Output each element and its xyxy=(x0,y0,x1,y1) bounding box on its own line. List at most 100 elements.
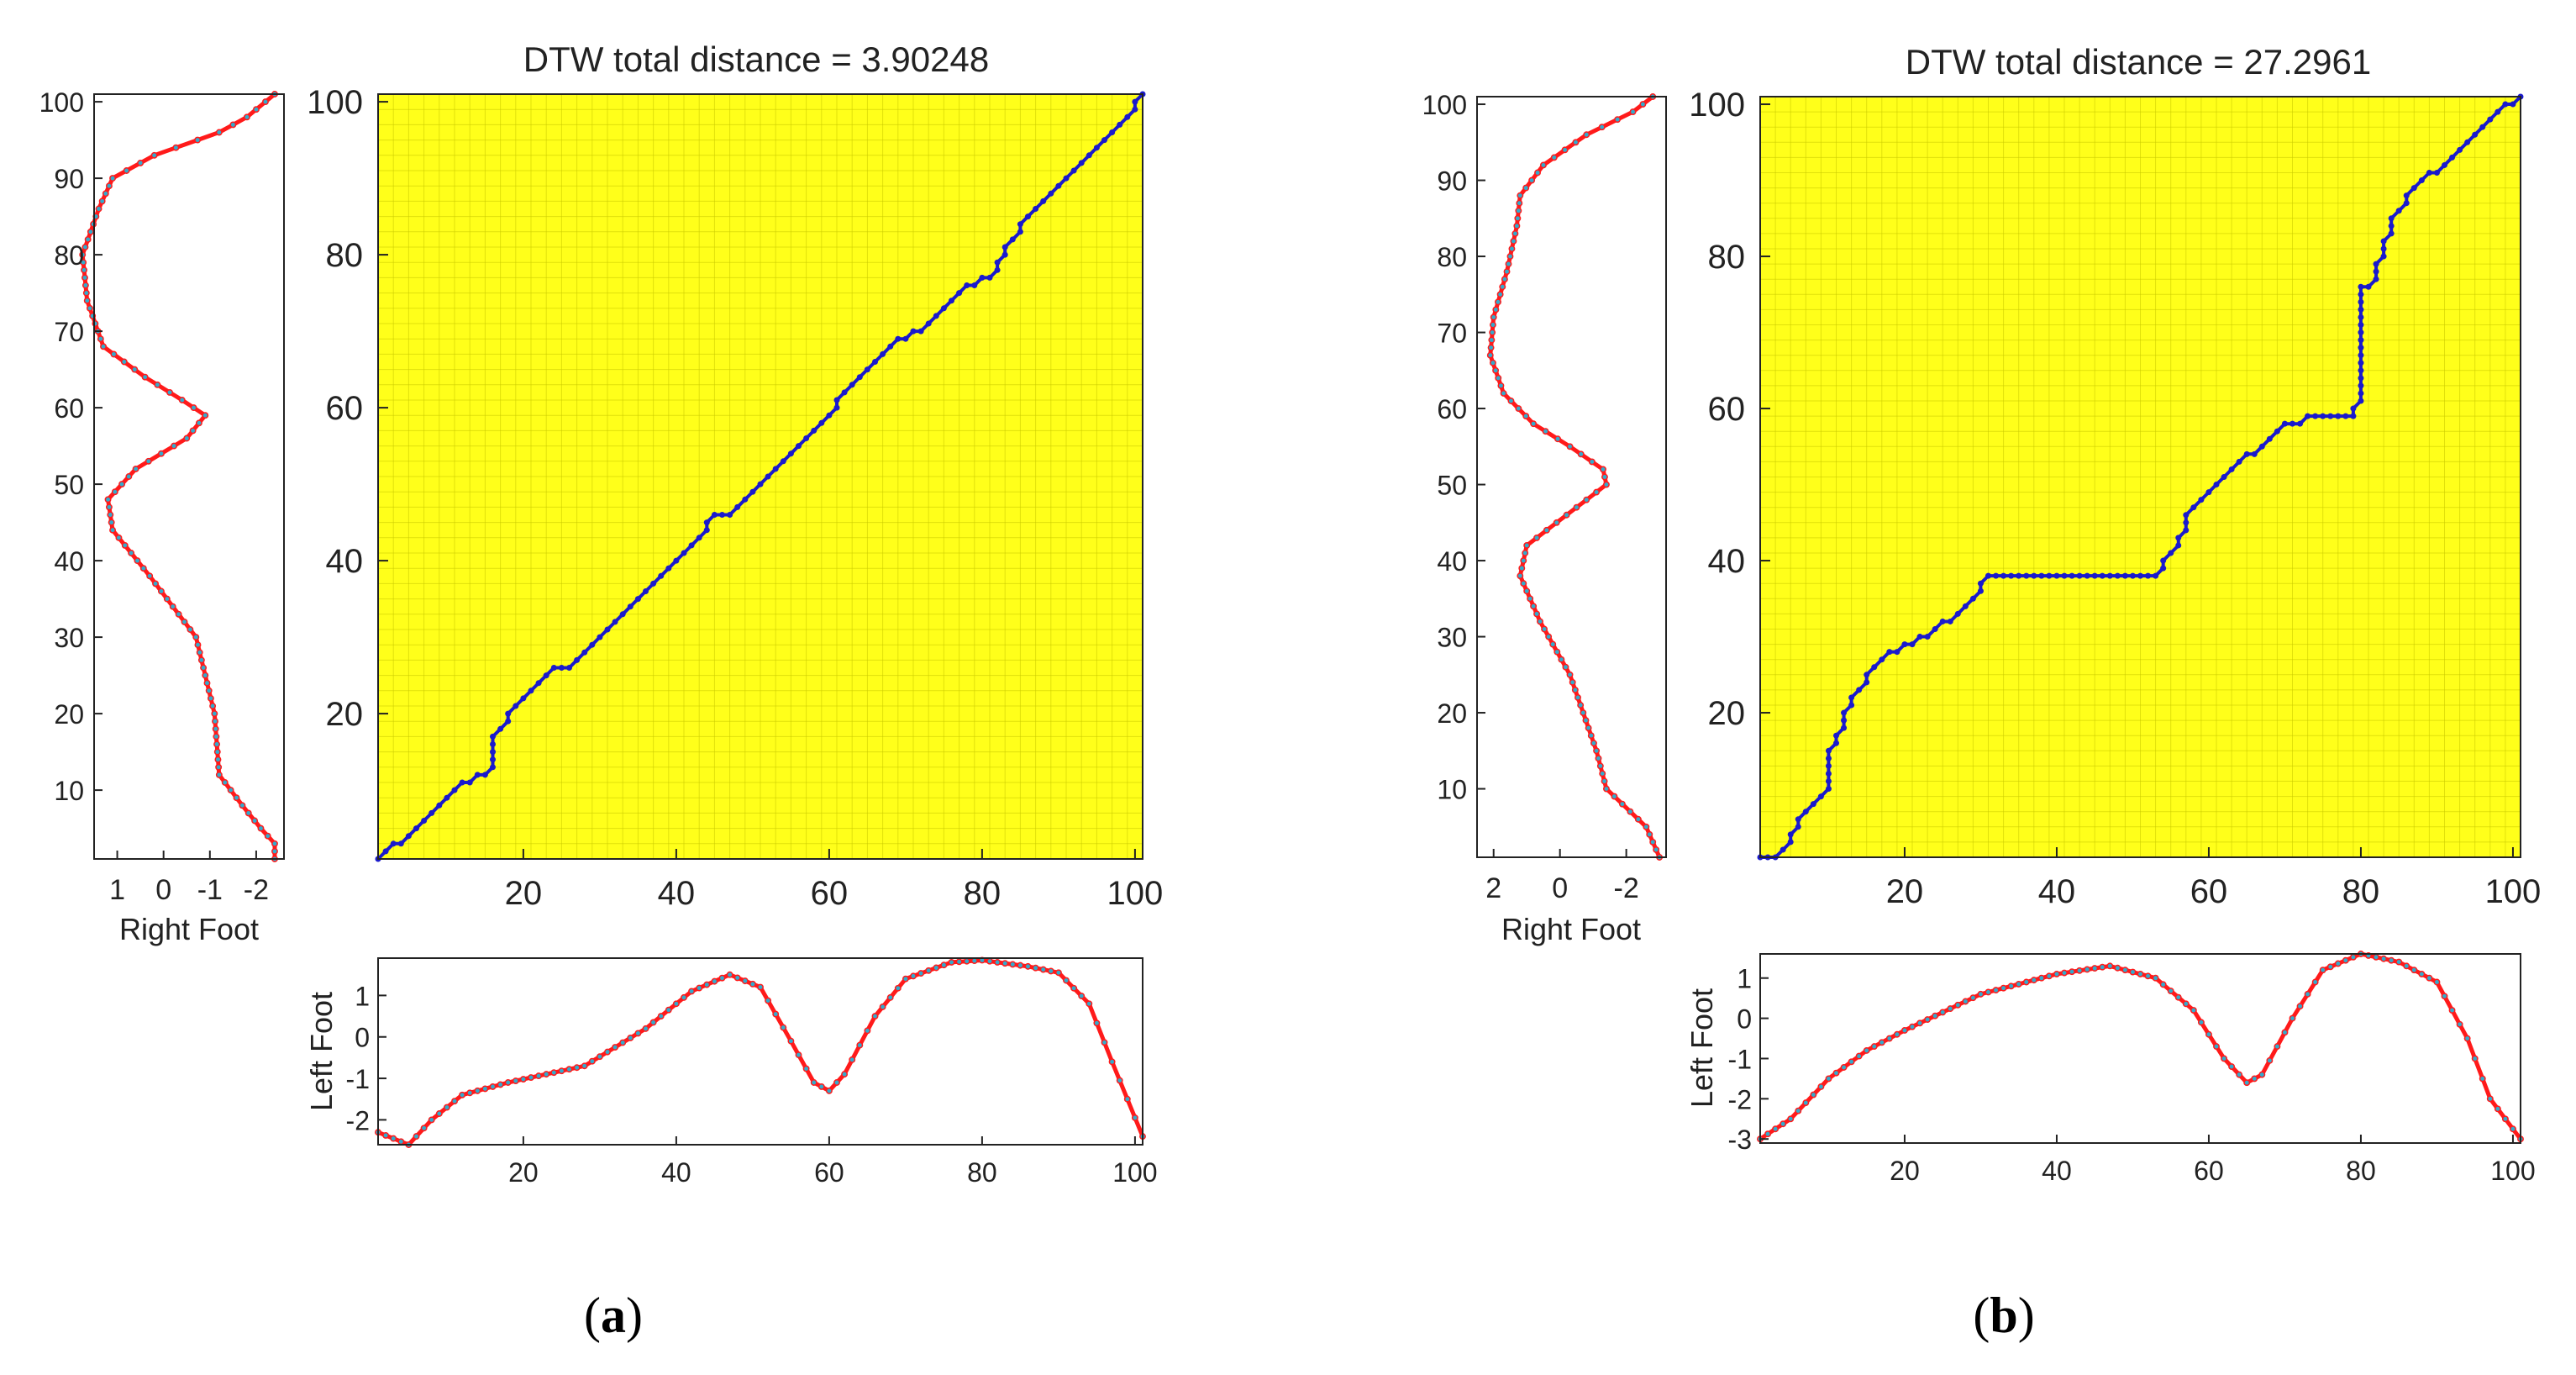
right-foot-point xyxy=(1530,420,1538,428)
warp-path-point xyxy=(421,818,428,824)
warp-path-point xyxy=(2335,413,2342,419)
y-tick-label: 40 xyxy=(1437,546,1467,577)
warp-path-point xyxy=(2373,276,2379,282)
right-foot-point xyxy=(86,304,93,312)
warp-path-point xyxy=(2495,108,2501,115)
left-foot-point xyxy=(1070,984,1078,992)
warp-path-point xyxy=(2243,450,2250,457)
warp-path-point xyxy=(2190,504,2197,511)
right-foot-point xyxy=(209,703,217,709)
right-foot-point xyxy=(104,496,112,503)
warp-path-point xyxy=(849,382,855,388)
warp-path-point xyxy=(2000,572,2007,579)
right-foot-point xyxy=(233,794,240,802)
left-foot-point xyxy=(2486,1095,2494,1103)
warp-path-point xyxy=(910,328,917,335)
right-foot-point xyxy=(1499,283,1506,291)
x-tick-label: 80 xyxy=(967,1157,997,1188)
left-foot-point xyxy=(1825,1075,1832,1083)
warp-path-point xyxy=(574,656,581,663)
left-foot-point xyxy=(1116,1077,1123,1084)
left-foot-point xyxy=(1032,964,1039,972)
right-foot-point xyxy=(1580,709,1587,716)
warp-path-point xyxy=(2457,146,2463,153)
right-foot-point xyxy=(1511,229,1519,237)
y-tick-label: 80 xyxy=(1437,242,1467,272)
right-foot-frame-b xyxy=(1476,96,1667,858)
warp-path-point xyxy=(2046,572,2053,579)
left-foot-point xyxy=(489,1083,497,1090)
right-foot-point xyxy=(1575,694,1581,701)
warp-path-point xyxy=(1962,603,1969,609)
warp-path-point xyxy=(1993,572,2000,579)
warp-path-point xyxy=(658,572,665,579)
right-foot-point xyxy=(1507,398,1515,404)
warp-path-point xyxy=(964,282,970,288)
warp-path-point xyxy=(864,366,870,373)
right-foot-point xyxy=(1506,253,1514,260)
y-tick-label: 50 xyxy=(54,470,84,500)
warp-path-point xyxy=(1879,656,1885,663)
left-foot-point xyxy=(2418,970,2426,977)
warp-path-point xyxy=(1795,816,1801,823)
right-foot-point xyxy=(257,824,265,832)
warp-path-point xyxy=(2358,390,2364,397)
warp-path-point xyxy=(481,772,488,778)
right-foot-point xyxy=(1528,176,1536,184)
left-foot-point xyxy=(596,1053,603,1061)
right-foot-point xyxy=(213,740,221,748)
right-foot-point xyxy=(105,503,113,511)
right-foot-point xyxy=(192,634,200,641)
warp-path-point xyxy=(2183,512,2190,519)
left-foot-point xyxy=(2167,988,2174,994)
warp-path-point xyxy=(1795,824,1801,830)
left-foot-point xyxy=(2114,964,2121,972)
right-foot-point xyxy=(1518,565,1526,572)
left-foot-point xyxy=(1063,977,1070,984)
warp-path-point xyxy=(466,779,473,786)
left-foot-point xyxy=(841,1071,849,1078)
y-tick-label: 60 xyxy=(326,390,364,427)
warp-path-point xyxy=(1048,190,1054,197)
right-foot-point xyxy=(1539,161,1547,169)
warp-path-line-a xyxy=(376,92,1144,861)
y-tick-label: 70 xyxy=(1437,319,1467,349)
warp-path-point xyxy=(650,580,657,587)
warp-path-point xyxy=(490,733,496,740)
right-foot-point xyxy=(215,129,223,136)
warp-path-point xyxy=(1856,687,1863,693)
left-foot-point xyxy=(741,977,749,985)
right-foot-point xyxy=(178,397,186,403)
right-foot-point xyxy=(98,198,106,205)
left-foot-point xyxy=(1772,1125,1780,1133)
warp-path-point xyxy=(925,320,932,327)
x-tick-label: -2 xyxy=(1614,872,1639,904)
left-foot-point xyxy=(2076,967,2084,974)
warp-path-point xyxy=(1841,724,1848,731)
right-foot-point xyxy=(1588,458,1596,466)
x-tick-label: -1 xyxy=(197,874,223,906)
left-foot-frame-b xyxy=(1759,953,2521,1144)
warp-path-point xyxy=(719,512,725,518)
warp-path-point xyxy=(2350,405,2357,412)
right-foot-point xyxy=(1598,124,1606,131)
warp-path-point xyxy=(1833,732,1839,739)
warp-path-point xyxy=(397,840,404,847)
warp-path-point xyxy=(818,419,825,426)
warp-path-point xyxy=(2350,413,2357,419)
warp-path-frame-a xyxy=(377,93,1143,860)
left-foot-label-b: Left Foot xyxy=(1685,988,1719,1108)
x-tick-label: 80 xyxy=(964,875,1001,912)
left-foot-point xyxy=(2045,972,2053,980)
right-foot-point xyxy=(1520,557,1527,564)
warp-path-points-b xyxy=(1757,93,2524,861)
y-tick-label: 30 xyxy=(1437,623,1467,653)
right-foot-point xyxy=(194,641,202,649)
right-foot-point xyxy=(1490,313,1497,321)
warp-path-point xyxy=(1924,634,1931,640)
warp-path-point xyxy=(688,542,695,549)
y-tick-label: 50 xyxy=(1437,471,1467,501)
left-foot-point xyxy=(2091,965,2099,972)
warp-path-point xyxy=(1825,747,1832,754)
left-foot-point xyxy=(1093,1019,1101,1027)
